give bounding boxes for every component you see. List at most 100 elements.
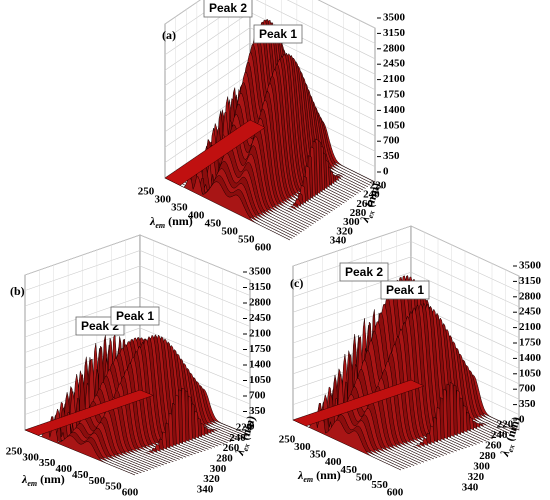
floor xyxy=(24,389,154,436)
tick-label: 350 xyxy=(310,449,327,461)
z-tick-label: 1750 xyxy=(383,89,406,101)
z-tick-label: 2450 xyxy=(249,312,272,324)
tick-label: 320 xyxy=(468,471,485,483)
grid-line xyxy=(24,327,251,374)
axis-symbol: λ xyxy=(297,468,304,482)
tick-label: 220 xyxy=(370,180,387,192)
floor xyxy=(164,119,266,186)
peak-label: Peak 1 xyxy=(259,27,297,41)
tick-label: 350 xyxy=(171,202,188,214)
tick-label: 220 xyxy=(497,419,514,431)
axis-unit: (nm) xyxy=(40,472,65,486)
tick-label: 260 xyxy=(356,198,373,210)
z-tick-label: 350 xyxy=(249,405,266,417)
peak-box xyxy=(203,0,253,18)
grid-line xyxy=(292,256,520,308)
tick-label: 350 xyxy=(39,457,56,469)
tick-label: 450 xyxy=(72,469,89,481)
grid-line xyxy=(24,296,251,343)
panel-label: (b) xyxy=(10,284,25,298)
grid-line xyxy=(164,42,376,106)
z-tick-label: 2800 xyxy=(519,290,542,302)
grid-line xyxy=(164,0,376,29)
axis-sub: ex xyxy=(241,442,252,452)
z-tick-label: 1400 xyxy=(383,104,406,116)
panel: 0 350 700 1050 1400 1750 2100 2450 2800 3150 3500 2… xyxy=(6,234,272,499)
z-tick-label: 2100 xyxy=(249,328,272,340)
tick-label: 600 xyxy=(255,242,272,254)
z-tick-label: 3150 xyxy=(383,27,406,39)
tick-label: 300 xyxy=(22,451,39,463)
z-tick-label: 0 xyxy=(249,421,255,433)
z-tick-label: 1750 xyxy=(249,343,272,355)
tick-label: 400 xyxy=(188,210,205,222)
peak-box xyxy=(380,280,430,300)
tick-label: 240 xyxy=(491,429,508,441)
z-tick-label: 2450 xyxy=(383,58,406,70)
tick-label: 500 xyxy=(89,475,106,487)
tick-label: 500 xyxy=(221,226,238,238)
grid-line xyxy=(292,225,520,277)
axis-unit: (nm) xyxy=(316,468,341,482)
z-tick-label: 1750 xyxy=(519,337,542,349)
tick-label: 400 xyxy=(325,456,342,468)
peak-label: Peak 2 xyxy=(81,319,119,333)
tick-label: 280 xyxy=(216,453,233,465)
z-tick-label: 3500 xyxy=(383,12,406,24)
z-tick-label: 2800 xyxy=(383,42,406,54)
tick-label: 300 xyxy=(343,216,360,228)
axis-sub: em xyxy=(303,475,313,484)
tick-label: 500 xyxy=(356,471,373,483)
grid-line xyxy=(164,0,376,44)
axis-sub: ex xyxy=(366,209,377,219)
z-tick-label: 1400 xyxy=(249,359,272,371)
z-tick-label: 2100 xyxy=(383,73,406,85)
grid-line xyxy=(24,234,251,281)
tick-label: 550 xyxy=(238,234,255,246)
z-tick-label: 0 xyxy=(519,414,525,426)
tick-label: 600 xyxy=(122,487,139,499)
peak-box xyxy=(339,262,389,282)
tick-label: 250 xyxy=(279,434,296,446)
tick-label: 300 xyxy=(154,194,171,206)
panel: 0 350 700 1050 1400 1750 2100 2450 2800 3150 3500 2… xyxy=(279,225,542,499)
axis-sub: ex xyxy=(506,443,517,453)
tick-label: 260 xyxy=(223,442,240,454)
axis-sub: em xyxy=(27,479,37,488)
peak-label: Peak 2 xyxy=(345,265,383,279)
grid-line xyxy=(164,27,376,90)
tick-label: 220 xyxy=(236,422,253,434)
axis-title: λem (nm) xyxy=(297,468,341,484)
panel: 0 350 700 1050 1400 1750 2100 2450 2800 3150 3500 2… xyxy=(138,0,406,254)
z-tick-label: 3150 xyxy=(519,275,542,287)
z-tick-label: 1050 xyxy=(383,119,406,131)
z-tick-label: 2800 xyxy=(249,297,272,309)
tick-label: 600 xyxy=(387,487,404,499)
tick-label: 280 xyxy=(479,450,496,462)
z-tick-label: 3500 xyxy=(519,260,542,272)
tick-label: 300 xyxy=(473,461,490,473)
tick-label: 250 xyxy=(138,186,155,198)
grid-line xyxy=(164,0,376,60)
axis-symbol: λ xyxy=(149,214,156,228)
z-tick-label: 350 xyxy=(383,150,400,162)
axis-unit: (nm) xyxy=(362,181,383,209)
tick-label: 240 xyxy=(229,432,246,444)
tick-label: 320 xyxy=(336,225,353,237)
z-tick-label: 1050 xyxy=(249,374,272,386)
z-tick-label: 350 xyxy=(519,398,536,410)
floor xyxy=(292,379,425,427)
grid-line xyxy=(24,250,251,296)
tick-label: 260 xyxy=(485,440,502,452)
peak-label: Peak 1 xyxy=(386,283,424,297)
z-tick-label: 2100 xyxy=(519,321,542,333)
tick-label: 240 xyxy=(363,189,380,201)
tick-label: 250 xyxy=(6,446,23,458)
axis-symbol: λ xyxy=(357,214,372,225)
tick-label: 300 xyxy=(210,463,227,475)
tick-label: 280 xyxy=(350,207,367,219)
tick-label: 340 xyxy=(330,235,347,247)
peak-label: Peak 1 xyxy=(116,309,154,323)
panel-label: (c) xyxy=(290,276,303,290)
